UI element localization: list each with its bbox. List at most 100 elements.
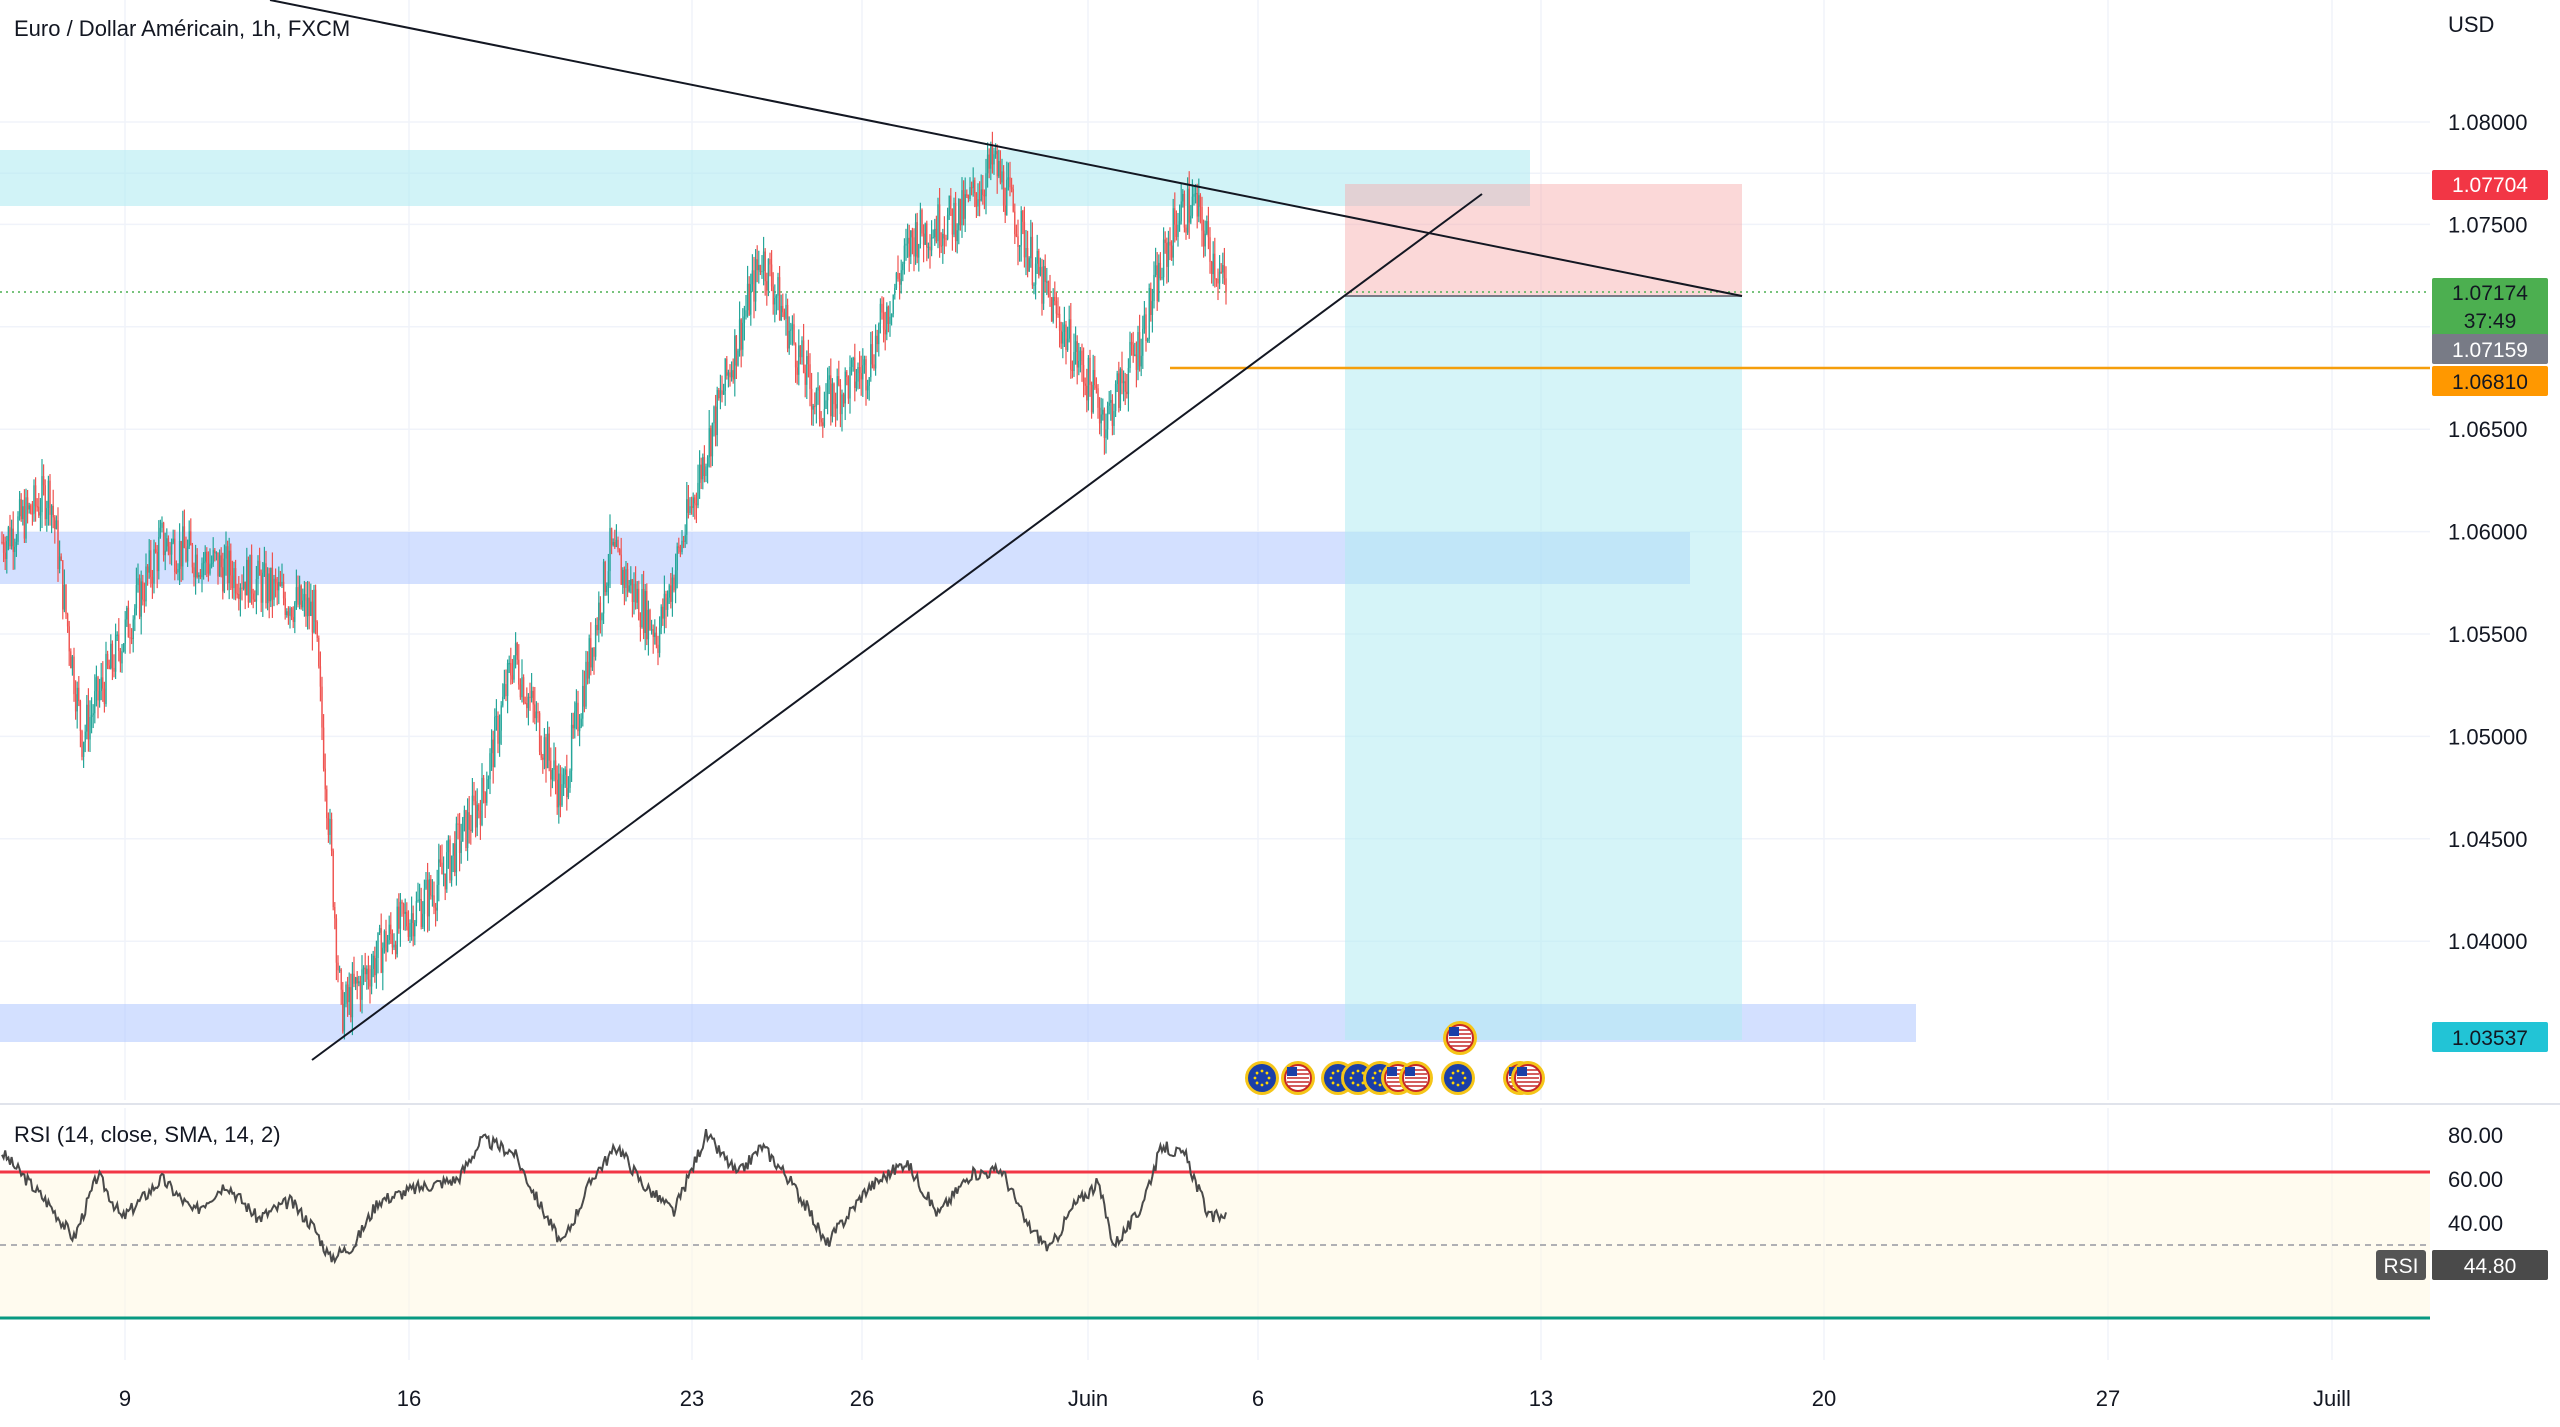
candle-body xyxy=(1129,341,1131,368)
candle-body xyxy=(790,329,792,331)
candle-body xyxy=(407,926,410,937)
short-position-stop-area[interactable] xyxy=(1345,184,1742,296)
candle-body xyxy=(889,316,891,324)
candle-body xyxy=(612,541,614,546)
candle-body xyxy=(458,823,461,854)
candle-body xyxy=(1006,179,1008,216)
candle-body xyxy=(1074,341,1077,352)
candle-body xyxy=(836,376,838,409)
candle-body xyxy=(1078,361,1080,368)
candle-body xyxy=(1132,344,1134,356)
candle-body xyxy=(428,879,430,917)
time-axis[interactable]: 9 16 23 26 Juin 6 13 20 27 Juill xyxy=(119,1386,2351,1411)
candle-body xyxy=(487,779,490,789)
candle-body xyxy=(215,552,218,554)
candle-body xyxy=(682,540,685,542)
candle-body xyxy=(74,694,77,712)
candle-body xyxy=(438,859,440,885)
candle-body xyxy=(145,566,147,602)
ascending-trendline[interactable] xyxy=(311,193,1483,1061)
price-axis[interactable]: 1.08000 1.07500 1.06500 1.06000 1.05500 1.050… xyxy=(2448,110,2528,954)
candle-body xyxy=(1062,331,1064,344)
candle-body xyxy=(364,967,366,975)
candle-body xyxy=(959,199,962,226)
candle-body xyxy=(444,873,446,890)
candle-body xyxy=(55,520,58,530)
candle-body xyxy=(1225,278,1227,292)
candle-body xyxy=(321,686,323,728)
candle-body xyxy=(1090,384,1093,413)
candle-body xyxy=(524,702,526,704)
candle-body xyxy=(1023,221,1026,258)
candle-body xyxy=(1146,339,1149,342)
candle-body xyxy=(418,899,421,901)
candle-body xyxy=(274,578,277,583)
candle-body xyxy=(34,485,37,507)
candle-body xyxy=(1191,196,1194,216)
candle-body xyxy=(654,632,656,638)
candle-body xyxy=(940,245,942,247)
candle-body xyxy=(708,428,710,458)
candle-body xyxy=(1159,262,1162,279)
candle-body xyxy=(642,589,645,633)
candle-body xyxy=(804,372,806,385)
candle-body xyxy=(276,582,278,591)
us-event-icon[interactable] xyxy=(1511,1061,1545,1095)
candle-body xyxy=(198,575,200,578)
candle-body xyxy=(473,795,475,802)
candle-body xyxy=(770,264,773,287)
candle-body xyxy=(343,1003,346,1032)
candle-body xyxy=(468,812,470,830)
price-tag-gray-text: 1.07159 xyxy=(2452,339,2528,362)
candle-body xyxy=(764,251,766,282)
candle-body xyxy=(634,583,637,603)
candle-body xyxy=(852,357,854,361)
candle-body xyxy=(151,577,154,584)
rsi-line[interactable] xyxy=(1,1128,1227,1265)
candle-body xyxy=(937,204,939,242)
candle-body xyxy=(970,187,973,189)
candle-body xyxy=(719,390,722,399)
candle-body xyxy=(1073,351,1075,371)
candle-body xyxy=(103,688,106,704)
candle-body xyxy=(991,146,994,165)
us-event-icon[interactable] xyxy=(1399,1061,1433,1095)
resistance-zone[interactable] xyxy=(0,150,1530,206)
candle-body xyxy=(1217,278,1219,284)
candle-body xyxy=(566,769,568,798)
candle-body xyxy=(946,215,949,240)
eu-event-icon[interactable] xyxy=(1441,1061,1475,1095)
candle-body xyxy=(484,792,486,803)
candle-body xyxy=(700,464,702,480)
candle-body xyxy=(265,563,267,604)
candle-body xyxy=(47,480,50,509)
candle-body xyxy=(730,370,733,378)
candle-body xyxy=(999,160,1002,183)
short-position-target-area[interactable] xyxy=(1345,296,1742,1040)
eu-event-icon[interactable] xyxy=(1245,1061,1279,1095)
candle-body xyxy=(481,777,483,825)
candle-body xyxy=(1119,368,1122,408)
us-event-icon[interactable] xyxy=(1281,1061,1315,1095)
candle-body xyxy=(806,356,808,385)
candle-body xyxy=(6,541,8,560)
candle-body xyxy=(289,608,291,616)
candle-body xyxy=(1214,253,1216,279)
candle-body xyxy=(722,390,725,395)
candle-body xyxy=(916,222,918,258)
candle-body xyxy=(1162,239,1165,278)
candle-body xyxy=(476,804,478,828)
candle-body xyxy=(1,541,3,544)
candle-body xyxy=(630,579,632,586)
candle-body xyxy=(340,969,342,990)
candle-body xyxy=(207,562,210,574)
price-tag-stop: 1.07704 xyxy=(2432,170,2548,200)
descending-trendline[interactable] xyxy=(269,0,1743,297)
candle-body xyxy=(775,295,778,298)
candle-body xyxy=(404,911,406,914)
candle-body xyxy=(575,702,578,712)
us-event-icon[interactable] xyxy=(1443,1021,1477,1055)
candle-body xyxy=(158,537,160,572)
